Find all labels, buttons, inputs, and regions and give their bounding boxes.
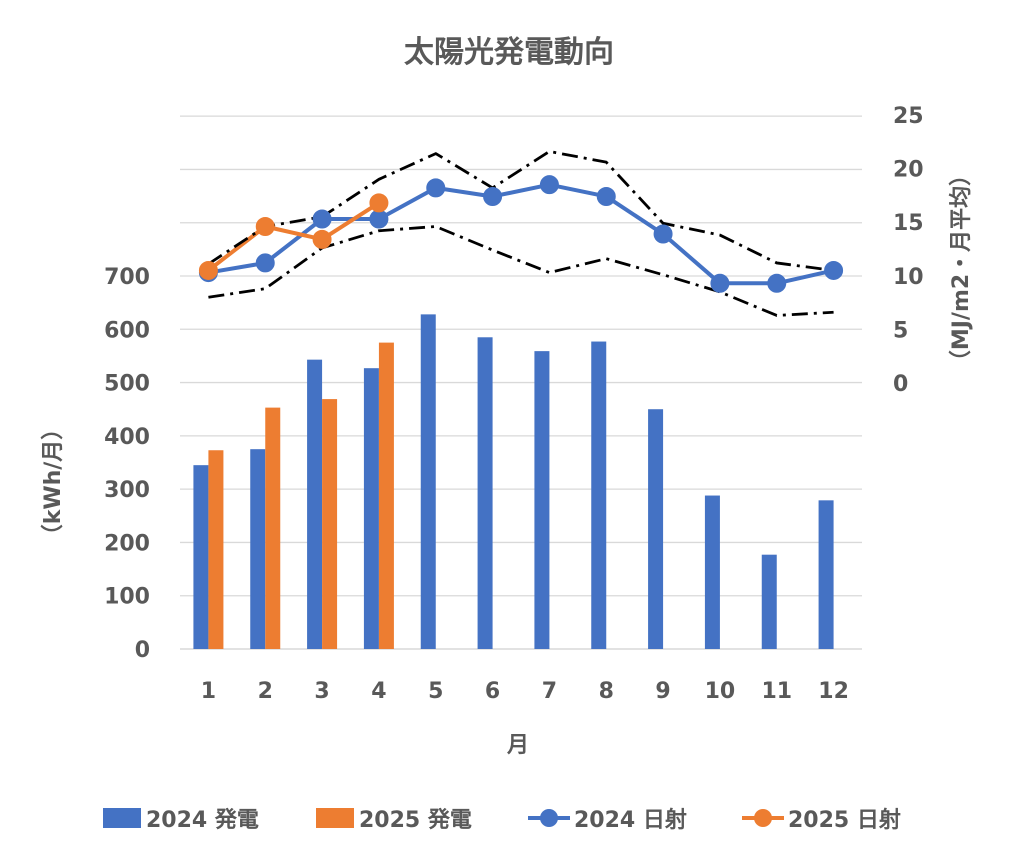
series-markers <box>198 175 844 293</box>
bar <box>591 341 607 649</box>
y2-axis-title: （MJ/m2・月平均） <box>948 164 974 372</box>
y2-tick-label: 10 <box>893 265 924 290</box>
y-tick-label: 700 <box>104 265 150 290</box>
bar <box>322 399 338 649</box>
y2-tick-label: 20 <box>893 158 924 183</box>
y2-tick-label: 5 <box>893 318 908 343</box>
x-tick-label: 2 <box>258 679 273 704</box>
bar <box>265 407 281 649</box>
y-axis-title: （kWh/月） <box>41 418 66 547</box>
x-tick-label: 4 <box>371 679 386 704</box>
series-marker <box>539 175 559 195</box>
bar <box>420 314 436 649</box>
series-marker <box>710 273 730 293</box>
x-tick-label: 5 <box>428 679 443 704</box>
series-marker <box>824 260 844 280</box>
series-marker <box>767 273 787 293</box>
series-marker <box>312 229 332 249</box>
series-marker <box>369 209 389 229</box>
bar <box>648 409 664 649</box>
y-tick-label: 500 <box>104 372 150 397</box>
x-tick-label: 11 <box>761 679 792 704</box>
series-lines <box>207 150 835 317</box>
legend-label: 2025 日射 <box>788 807 901 833</box>
legend-label: 2024 発電 <box>146 808 259 833</box>
x-tick-label: 1 <box>201 679 216 704</box>
legend: 2024 発電 2025 発電 2024 日射 2025 日射 <box>103 807 901 833</box>
bar <box>193 465 209 649</box>
x-tick-label: 9 <box>655 679 670 704</box>
x-tick-label: 10 <box>705 679 736 704</box>
series-marker <box>426 178 446 198</box>
bar <box>818 500 834 649</box>
legend-label: 2024 日射 <box>574 807 687 833</box>
series-marker <box>653 224 673 244</box>
legend-label: 2025 発電 <box>359 808 472 833</box>
series-marker <box>483 186 503 206</box>
bar <box>307 359 323 649</box>
bar <box>704 495 720 649</box>
series-marker <box>312 209 332 229</box>
x-axis-ticks: 1 2 3 4 5 6 7 8 9 10 11 12 <box>201 679 849 704</box>
y-tick-label: 300 <box>104 478 150 503</box>
bar <box>208 450 224 649</box>
y2-tick-label: 25 <box>893 104 924 129</box>
y-axis-ticks: 0 100 200 300 400 500 600 700 <box>104 265 150 663</box>
range-line <box>208 225 834 317</box>
y-tick-label: 0 <box>135 638 150 663</box>
bar <box>378 342 394 649</box>
y-tick-label: 600 <box>104 318 150 343</box>
y-tick-label: 200 <box>104 531 150 556</box>
gridlines <box>180 115 862 650</box>
legend-marker <box>754 809 772 827</box>
bar <box>534 351 550 649</box>
legend-swatch <box>316 808 354 828</box>
legend-marker <box>540 809 558 827</box>
series-marker <box>596 186 616 206</box>
bar <box>761 554 777 649</box>
y-tick-label: 400 <box>104 425 150 450</box>
y2-tick-label: 15 <box>893 211 924 236</box>
chart-title: 太陽光発電動向 <box>404 35 614 70</box>
x-tick-label: 6 <box>485 679 500 704</box>
series-marker <box>198 260 218 280</box>
y-tick-label: 100 <box>104 585 150 610</box>
bar <box>477 337 493 649</box>
bars <box>193 314 834 649</box>
x-tick-label: 3 <box>314 679 329 704</box>
y2-axis-ticks: 0 5 10 15 20 25 <box>893 104 924 397</box>
bar <box>363 368 379 649</box>
series-marker <box>369 193 389 213</box>
x-axis-title: 月 <box>506 733 529 758</box>
x-tick-label: 7 <box>542 679 557 704</box>
x-tick-label: 8 <box>599 679 614 704</box>
y2-tick-label: 0 <box>893 372 908 397</box>
series-line <box>207 201 380 273</box>
x-tick-label: 12 <box>818 679 849 704</box>
series-marker <box>255 216 275 236</box>
legend-swatch <box>103 808 141 828</box>
bar <box>250 449 266 649</box>
series-marker <box>255 253 275 273</box>
